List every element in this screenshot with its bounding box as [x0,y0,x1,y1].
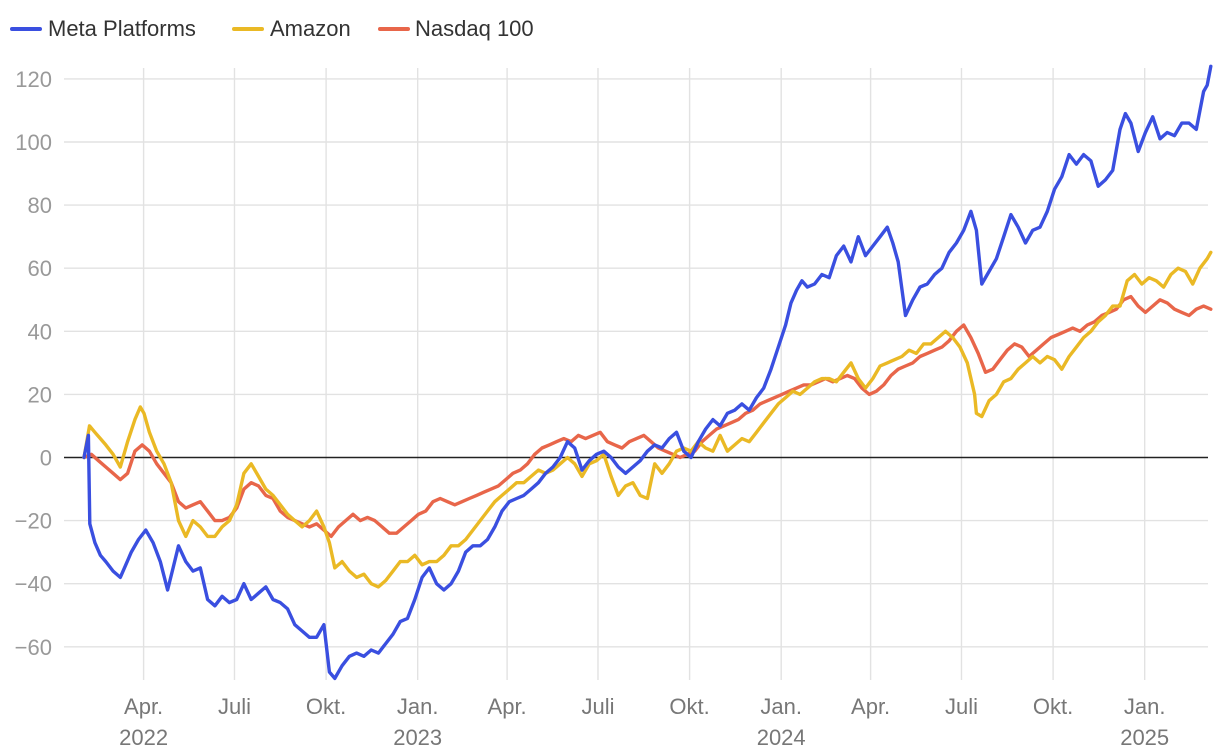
y-tick-label: −60 [15,635,52,660]
x-axis-ticks: Apr. 2022 Juli Okt. Jan. 2023 Apr. Juli Okt. Jan.… [119,694,1169,750]
x-tick-label: Jan. [760,694,802,719]
x-tick-label: Juli [218,694,251,719]
y-tick-label: −20 [15,509,52,534]
x-tick-label: Okt. [669,694,709,719]
legend: Meta Platforms Amazon Nasdaq 100 [10,16,534,41]
legend-label-nasdaq: Nasdaq 100 [415,16,534,41]
y-tick-label: 100 [15,130,52,155]
x-tick-label: Okt. [1033,694,1073,719]
y-tick-label: 60 [28,256,52,281]
y-gridlines [64,78,1208,648]
series-line-meta [82,64,1213,681]
legend-item-meta[interactable]: Meta Platforms [10,16,196,41]
x-tick-label: Apr. [124,694,163,719]
x-tick-label: Apr. [488,694,527,719]
series-lines [82,64,1213,681]
x-tick-label: Jan. [1124,694,1166,719]
x-tick-label: Juli [581,694,614,719]
series-line-nasdaq [82,294,1213,539]
legend-label-meta: Meta Platforms [48,16,196,41]
y-tick-label: 40 [28,319,52,344]
y-axis-ticks: −60 −40 −20 0 20 40 60 80 100 120 [15,67,52,660]
x-tick-year-label: 2022 [119,725,168,750]
x-tick-year-label: 2025 [1120,725,1169,750]
x-tick-year-label: 2023 [393,725,442,750]
x-tick-label: Jan. [397,694,439,719]
y-tick-label: −40 [15,572,52,597]
legend-label-amazon: Amazon [270,16,351,41]
x-tick-label: Okt. [306,694,346,719]
series-line-amazon [82,250,1213,589]
legend-item-nasdaq[interactable]: Nasdaq 100 [378,16,534,41]
y-tick-label: 0 [40,446,52,471]
x-tick-label: Juli [945,694,978,719]
legend-item-amazon[interactable]: Amazon [232,16,351,41]
x-tick-label: Apr. [851,694,890,719]
y-tick-label: 20 [28,382,52,407]
x-gridlines [142,68,1146,680]
x-tick-year-label: 2024 [757,725,806,750]
y-tick-label: 120 [15,67,52,92]
y-tick-label: 80 [28,193,52,218]
